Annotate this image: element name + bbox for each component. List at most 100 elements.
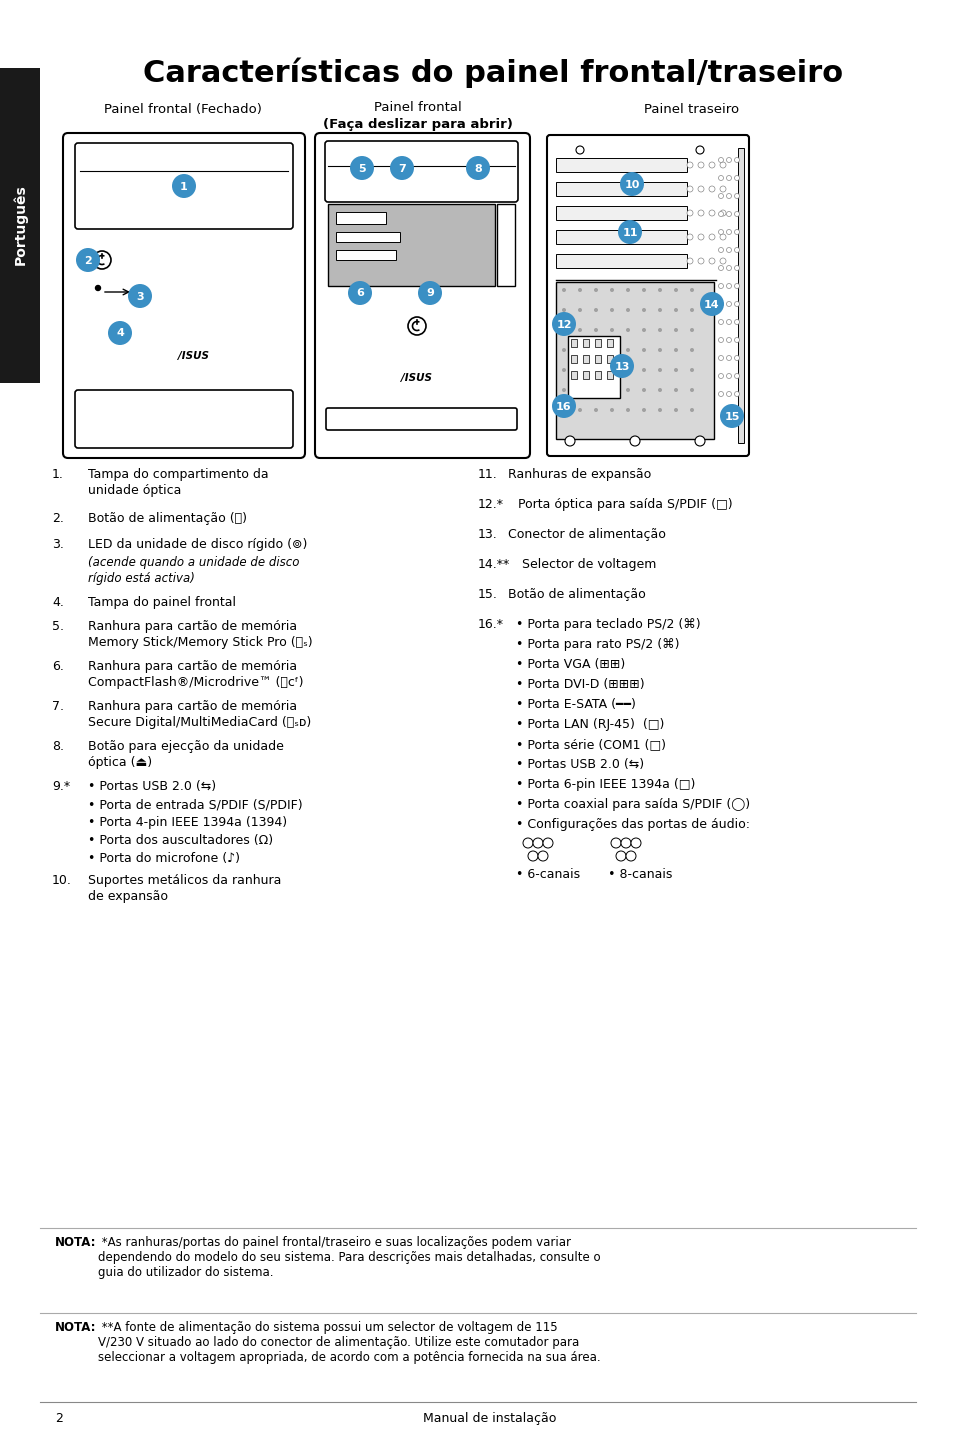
FancyBboxPatch shape (556, 158, 686, 173)
Circle shape (734, 283, 739, 289)
Text: 12: 12 (556, 319, 571, 329)
FancyBboxPatch shape (606, 355, 613, 362)
Circle shape (578, 288, 581, 292)
Circle shape (522, 838, 533, 848)
Circle shape (128, 283, 152, 308)
Circle shape (720, 234, 725, 240)
Text: • Portas USB 2.0 (⇆): • Portas USB 2.0 (⇆) (516, 758, 643, 771)
Text: 4.: 4. (52, 595, 64, 610)
Text: (Faça deslizar para abrir): (Faça deslizar para abrir) (323, 118, 513, 131)
Circle shape (689, 328, 693, 332)
Circle shape (689, 408, 693, 413)
Circle shape (641, 388, 645, 393)
Text: 1.: 1. (52, 467, 64, 480)
FancyBboxPatch shape (738, 148, 743, 443)
Circle shape (625, 408, 629, 413)
Circle shape (726, 247, 731, 253)
FancyBboxPatch shape (325, 141, 517, 201)
Circle shape (594, 388, 598, 393)
Text: • Porta para teclado PS/2 (⌘): • Porta para teclado PS/2 (⌘) (516, 618, 700, 631)
Circle shape (718, 211, 722, 217)
Circle shape (726, 266, 731, 270)
Text: Ranhura para cartão de memória: Ranhura para cartão de memória (88, 620, 296, 633)
Circle shape (686, 162, 692, 168)
Text: 8: 8 (474, 164, 481, 174)
Text: • Porta 6-pin IEEE 1394a (□): • Porta 6-pin IEEE 1394a (□) (516, 778, 695, 791)
Circle shape (718, 175, 722, 181)
Circle shape (609, 388, 614, 393)
Circle shape (708, 234, 714, 240)
Circle shape (408, 316, 426, 335)
Text: NOTA:: NOTA: (55, 1322, 96, 1334)
Circle shape (726, 175, 731, 181)
Text: 9.*: 9.* (52, 779, 71, 792)
Text: 3: 3 (136, 292, 144, 302)
Circle shape (673, 348, 678, 352)
Circle shape (689, 368, 693, 372)
FancyBboxPatch shape (595, 371, 600, 380)
Circle shape (726, 319, 731, 325)
FancyBboxPatch shape (75, 142, 293, 229)
Text: unidade óptica: unidade óptica (88, 485, 181, 498)
Text: 14: 14 (703, 299, 720, 309)
Circle shape (417, 280, 441, 305)
Circle shape (720, 162, 725, 168)
Text: • Portas USB 2.0 (⇆): • Portas USB 2.0 (⇆) (88, 779, 216, 792)
Circle shape (578, 348, 581, 352)
Circle shape (641, 328, 645, 332)
Text: /ISUS: /ISUS (178, 351, 210, 361)
Circle shape (465, 155, 490, 180)
Circle shape (686, 257, 692, 265)
Circle shape (552, 394, 576, 418)
Circle shape (673, 408, 678, 413)
Circle shape (578, 368, 581, 372)
Circle shape (718, 319, 722, 325)
Circle shape (689, 348, 693, 352)
Circle shape (689, 388, 693, 393)
Circle shape (92, 252, 111, 269)
Circle shape (734, 338, 739, 342)
Circle shape (561, 408, 565, 413)
Circle shape (594, 348, 598, 352)
Circle shape (698, 257, 703, 265)
Circle shape (734, 319, 739, 325)
Circle shape (718, 194, 722, 198)
Circle shape (609, 348, 614, 352)
FancyBboxPatch shape (567, 336, 619, 398)
Text: Conector de alimentação: Conector de alimentação (507, 528, 665, 541)
Circle shape (641, 288, 645, 292)
Circle shape (673, 328, 678, 332)
Text: Selector de voltagem: Selector de voltagem (521, 558, 656, 571)
Circle shape (390, 155, 414, 180)
Circle shape (561, 368, 565, 372)
Circle shape (734, 194, 739, 198)
Circle shape (698, 210, 703, 216)
Circle shape (625, 288, 629, 292)
Text: • Porta DVI-D (⊞⊞⊞): • Porta DVI-D (⊞⊞⊞) (516, 677, 644, 692)
Text: Ranhura para cartão de memória: Ranhura para cartão de memória (88, 660, 296, 673)
Circle shape (552, 312, 576, 336)
Text: Porta óptica para saída S/PDIF (□): Porta óptica para saída S/PDIF (□) (517, 498, 732, 510)
Circle shape (561, 388, 565, 393)
Circle shape (720, 210, 725, 216)
Text: 7: 7 (397, 164, 405, 174)
Text: 10.: 10. (52, 874, 71, 887)
Circle shape (561, 348, 565, 352)
FancyBboxPatch shape (582, 355, 588, 362)
Text: CompactFlash®/Microdrive™ (Ⓔᴄᶠ): CompactFlash®/Microdrive™ (Ⓔᴄᶠ) (88, 676, 303, 689)
Text: /ISUS: /ISUS (401, 372, 432, 383)
FancyBboxPatch shape (556, 255, 686, 267)
Text: 13.: 13. (477, 528, 497, 541)
Text: Painel frontal: Painel frontal (374, 101, 461, 114)
Circle shape (720, 186, 725, 193)
Circle shape (686, 186, 692, 193)
Circle shape (718, 247, 722, 253)
Text: • Porta E-SATA (━━): • Porta E-SATA (━━) (516, 697, 636, 710)
Circle shape (578, 408, 581, 413)
Circle shape (734, 175, 739, 181)
Circle shape (594, 308, 598, 312)
Text: rígido está activa): rígido está activa) (88, 572, 194, 585)
Circle shape (527, 851, 537, 861)
Circle shape (718, 391, 722, 397)
Circle shape (561, 288, 565, 292)
